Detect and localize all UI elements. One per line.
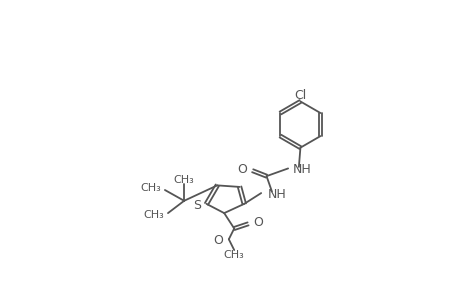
Text: CH₃: CH₃	[143, 210, 164, 220]
Text: CH₃: CH₃	[174, 175, 194, 185]
Text: O: O	[253, 216, 263, 229]
Text: S: S	[193, 199, 201, 212]
Text: O: O	[237, 164, 247, 176]
Text: CH₃: CH₃	[140, 184, 161, 194]
Text: NH: NH	[267, 188, 285, 201]
Text: Cl: Cl	[294, 89, 306, 102]
Text: O: O	[213, 233, 223, 247]
Text: CH₃: CH₃	[224, 250, 244, 260]
Text: NH: NH	[292, 164, 311, 176]
